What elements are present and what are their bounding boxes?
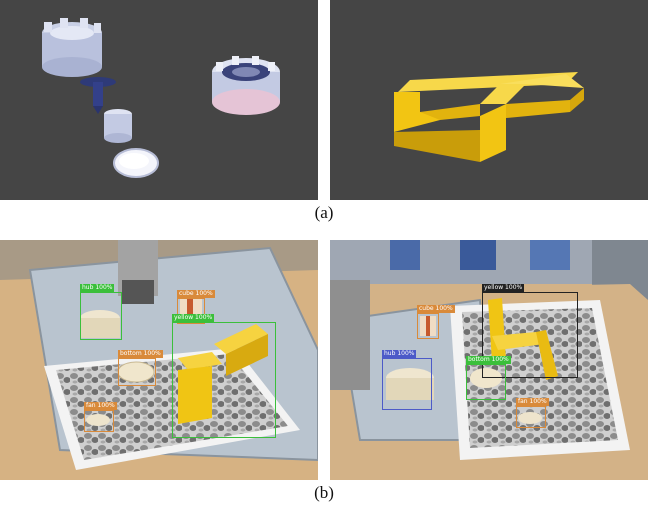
z-part-svg — [394, 72, 584, 162]
disk-part — [113, 148, 159, 178]
detection-box-hub: hub 100% — [80, 284, 122, 340]
detection-box-bottom: bottom 100% — [118, 350, 163, 386]
hub-parts-svg — [42, 18, 280, 178]
detection-label: bottom 100% — [466, 356, 511, 364]
detection-box-yellow: yellow 100% — [172, 314, 276, 438]
shaft-part — [80, 77, 116, 114]
small-cylinder-part — [104, 109, 132, 143]
scene-right-svg — [330, 240, 648, 480]
assembled-hub — [212, 56, 280, 115]
sim-render-hub-parts — [0, 0, 318, 200]
caption-b: (b) — [314, 483, 334, 502]
detection-label: yellow 100% — [482, 284, 525, 292]
sim-render-z-part — [330, 0, 648, 200]
photo-scene-right: yellow 100% cube 100% hub 100% bottom 10… — [330, 240, 648, 480]
detection-label: cube 100% — [177, 290, 215, 298]
scene-left-svg — [0, 240, 318, 480]
detection-label: cube 100% — [417, 305, 455, 313]
detection-box-yellow: yellow 100% — [482, 284, 578, 378]
detection-label: hub 100% — [382, 350, 417, 358]
detection-box-cube: cube 100% — [417, 305, 455, 339]
detection-label: yellow 100% — [172, 314, 215, 322]
detection-label: fan 100% — [516, 398, 549, 406]
detection-box-fan: fan 100% — [516, 398, 549, 428]
detection-label: fan 100% — [84, 402, 117, 410]
detection-box-fan: fan 100% — [84, 402, 117, 432]
yellow-z-part — [394, 72, 584, 162]
detection-box-bottom: bottom 100% — [466, 356, 511, 400]
detection-box-cube: cube 100% — [177, 290, 215, 324]
detection-label: hub 100% — [80, 284, 115, 292]
detection-box-hub: hub 100% — [382, 350, 432, 410]
photo-scene-left: hub 100% cube 100% yellow 100% bottom 10… — [0, 240, 318, 480]
detection-label: bottom 100% — [118, 350, 163, 358]
caption-a: (a) — [314, 203, 334, 222]
hub-top-part — [42, 18, 102, 77]
